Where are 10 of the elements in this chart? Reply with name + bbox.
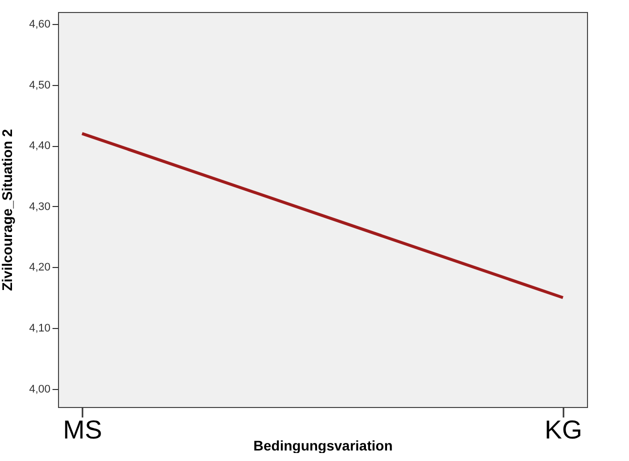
- x-tick-label: KG: [544, 414, 582, 444]
- y-tick-label: 4,50: [29, 79, 50, 92]
- y-tick-label: 4,10: [29, 322, 50, 334]
- y-tick-label: 4,40: [29, 140, 50, 152]
- y-tick-label: 4,60: [29, 18, 50, 31]
- y-tick-label: 4,30: [29, 200, 50, 213]
- y-tick-label: 4,00: [29, 383, 50, 396]
- x-tick-label: MS: [63, 414, 102, 444]
- y-tick-label: 4,20: [29, 262, 50, 274]
- y-axis-title: Zivilcourage_Situation 2: [0, 128, 16, 291]
